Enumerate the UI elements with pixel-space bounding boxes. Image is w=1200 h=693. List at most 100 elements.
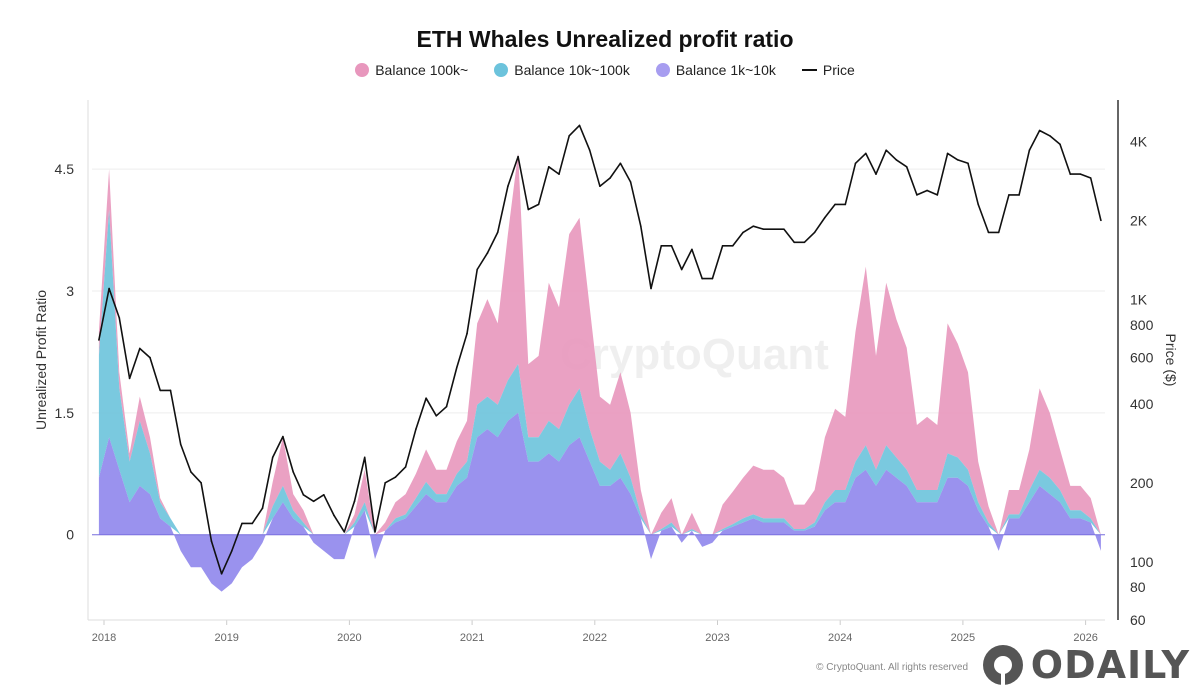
price-point [486,252,489,254]
price-point [967,162,969,165]
price-point [1069,173,1072,175]
price-point [916,194,918,196]
price-point [752,225,755,228]
price-point [793,241,795,244]
x-tick-label: 2026 [1073,632,1097,644]
price-point [1008,194,1010,196]
price-point [98,339,100,341]
legend-item-balance-1k-10k[interactable]: Balance 1k~10k [655,62,776,78]
price-point [261,507,264,510]
price-point [404,466,407,468]
price-point [977,203,980,206]
x-tick-label: 2019 [214,632,238,644]
legend-item-price[interactable]: Price [801,62,855,78]
price-point [691,248,693,251]
price-point [374,531,376,533]
price-point [568,134,571,137]
price-point [762,228,765,231]
x-tick-label: 2024 [828,632,852,644]
price-point [834,203,836,206]
price-point [997,231,1000,234]
price-point [210,540,213,542]
logo-text: ODAILY [1030,643,1190,687]
price-point [169,389,172,392]
areas [92,152,1105,592]
price-point [466,332,468,335]
price-point [936,194,939,196]
price-point [956,159,959,161]
price-point [885,149,888,152]
price-point [650,287,652,290]
y2-tick-label: 60 [1130,612,1146,628]
price-point [987,231,990,234]
price-point [292,471,294,473]
price-point [220,572,223,575]
y-axis-label: Unrealized Profit Ratio [33,290,49,430]
price-point [507,185,509,187]
price-point [1079,173,1082,175]
price-point [640,225,642,228]
price-point [875,173,877,175]
price-point [670,244,673,247]
price-point [558,173,560,175]
price-point [803,241,806,244]
legend-label: Balance 1k~10k [675,62,776,78]
legend-item-balance-10k-100k[interactable]: Balance 10k~100k [494,62,630,78]
x-tick-label: 2020 [337,632,361,644]
price-point [425,397,427,400]
price-point [864,152,867,155]
price-point [1089,177,1092,179]
price-point [711,277,714,280]
legend-item-balance-100k[interactable]: Balance 100k~ [355,62,468,78]
price-point [905,165,908,168]
price-point [854,162,857,165]
odaily-logo-icon [982,645,1023,685]
price-point [231,550,233,552]
price-point [118,317,121,319]
axes: 0 1.5 3 4.5 4K 2K 1K 800 600 400 200 100 80 60 2018 201… [55,100,1154,644]
y-tick-label: 0 [66,527,74,543]
price-point [537,203,540,206]
price-point [1038,129,1041,132]
price-point [476,268,479,271]
price-point [159,389,162,392]
price-point [732,244,734,247]
legend-swatch [494,63,509,77]
price-point [282,435,284,438]
price-point [353,500,356,503]
price-point [1018,194,1020,196]
price-point [701,277,703,280]
price-point [517,155,519,158]
y2-tick-label: 100 [1130,554,1154,570]
price-point [271,456,274,459]
legend-swatch [801,69,817,71]
legend-label: Balance 100k~ [375,62,469,78]
price-point [138,347,141,350]
x-tick-label: 2025 [951,632,975,644]
price-point [455,366,458,369]
price-point [363,456,366,459]
price-point [251,522,254,525]
legend-label: Balance 10k~100k [514,62,630,78]
chart-title: ETH Whales Unrealized profit ratio [416,26,794,52]
x-tick-label: 2018 [92,632,116,644]
price-point [578,124,581,127]
price-point [445,405,448,408]
price-point [108,287,110,290]
price-point [496,231,499,234]
price-point [1059,143,1061,146]
price-point [926,189,928,192]
price-point [547,165,550,168]
price-point [241,522,243,525]
price-point [946,152,949,155]
price-point [128,377,131,380]
price-point [302,493,305,496]
price-point [680,268,683,271]
y2-axis-label: Price ($) [1163,334,1179,387]
price-point [200,481,202,484]
legend-label: Price [822,62,855,78]
price-point [323,493,325,496]
x-tick-label: 2022 [583,632,607,644]
price-point [619,162,622,165]
